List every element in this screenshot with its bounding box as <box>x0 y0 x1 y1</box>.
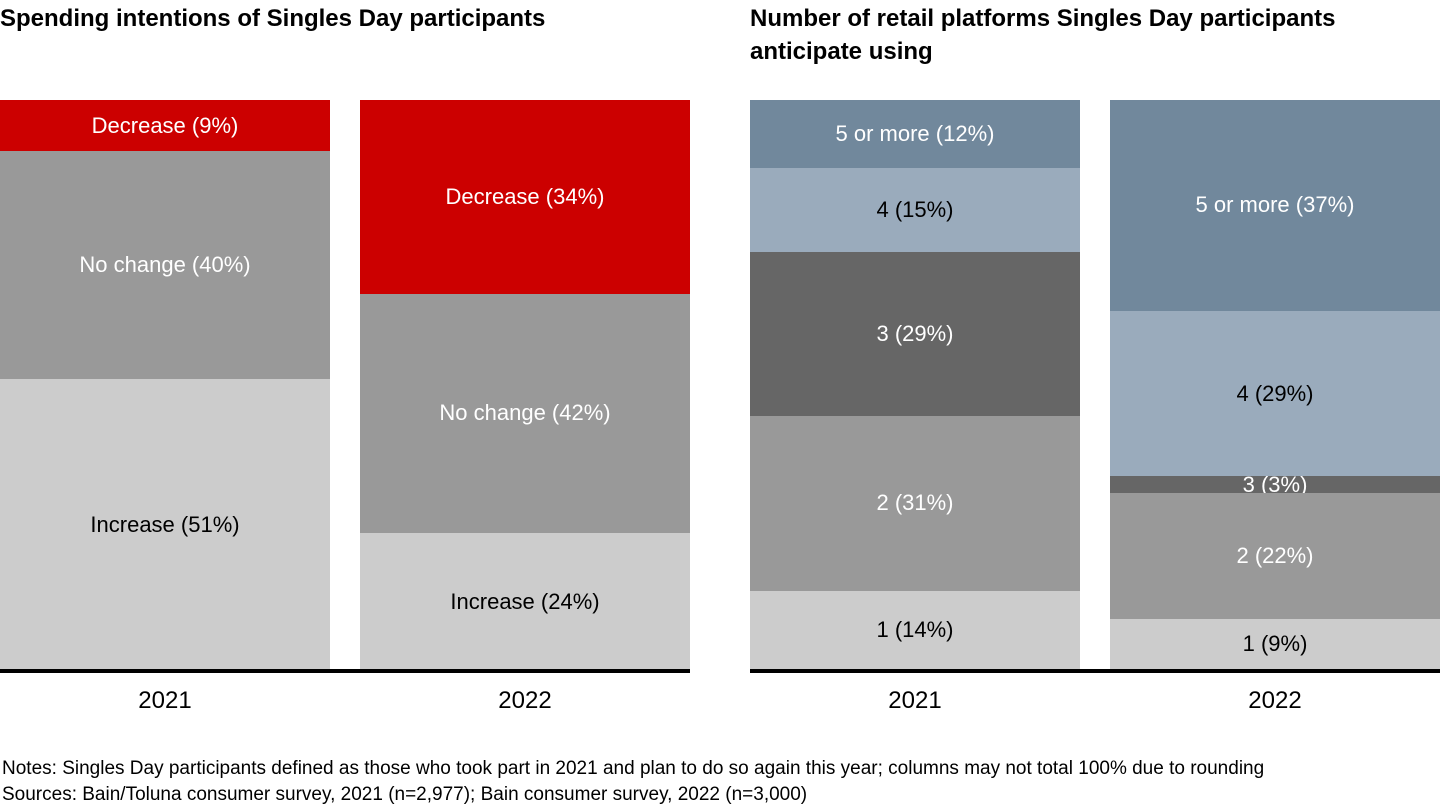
chart-spending-intentions: Spending intentions of Singles Day parti… <box>0 0 690 730</box>
segment-label: 5 or more (37%) <box>1195 192 1355 218</box>
bar-segment-2021-no-change: No change (40%) <box>0 151 330 380</box>
plot-area-spending: Decrease (9%) No change (40%) Increase (51… <box>0 100 690 670</box>
bar-segment-2022-increase: Increase (24%) <box>360 533 690 670</box>
segment-label: 3 (3%) <box>1242 471 1308 497</box>
segment-label: 2 (31%) <box>876 490 954 516</box>
x-axis-line <box>750 669 1440 673</box>
x-axis-line <box>0 669 690 673</box>
bar-segment-2022-2: 2 (22%) <box>1110 493 1440 619</box>
x-axis-label-2021: 2021 <box>888 687 942 714</box>
segment-label: 2 (22%) <box>1236 542 1314 568</box>
notes-text: Notes: Singles Day participants defined … <box>2 758 1265 779</box>
bar-segment-2021-decrease: Decrease (9%) <box>0 100 330 152</box>
chart-title-spending: Spending intentions of Singles Day parti… <box>0 5 546 32</box>
bar-segment-2022-4: 4 (29%) <box>1110 310 1440 477</box>
segment-label: 1 (14%) <box>876 617 954 643</box>
footer: Notes: Singles Day participants defined … <box>2 756 1432 808</box>
stacked-bar-2022: 5 or more (37%) 4 (29%) 3 (3%) 2 (22%) 1 (9%… <box>1110 100 1440 670</box>
x-axis-label-2021: 2021 <box>138 687 192 714</box>
bar-segment-2022-decrease: Decrease (34%) <box>360 100 690 294</box>
chart-title-platforms: Number of retail platforms Singles Day p… <box>750 5 1336 65</box>
bar-segment-2021-4: 4 (15%) <box>750 167 1080 253</box>
plot-area-platforms: 5 or more (12%) 4 (15%) 3 (29%) 2 (31%) 1 (1… <box>750 100 1440 670</box>
chart-retail-platforms: Number of retail platforms Singles Day p… <box>750 0 1440 730</box>
segment-label: Increase (24%) <box>450 588 600 614</box>
bar-segment-2021-5-or-more: 5 or more (12%) <box>750 100 1080 168</box>
stacked-bar-2021: 5 or more (12%) 4 (15%) 3 (29%) 2 (31%) 1 (1… <box>750 100 1080 670</box>
bar-segment-2021-3: 3 (29%) <box>750 252 1080 417</box>
bar-segment-2022-no-change: No change (42%) <box>360 293 690 534</box>
stacked-bar-2021: Decrease (9%) No change (40%) Increase (51… <box>0 100 330 670</box>
bar-segment-2021-1: 1 (14%) <box>750 590 1080 670</box>
segment-label: No change (40%) <box>79 252 251 278</box>
segment-label: 3 (29%) <box>876 321 954 347</box>
x-axis-label-2022: 2022 <box>498 687 552 714</box>
bar-segment-2022-5-or-more: 5 or more (37%) <box>1110 100 1440 311</box>
sources-text: Sources: Bain/Toluna consumer survey, 20… <box>2 784 808 805</box>
segment-label: 4 (15%) <box>876 197 954 223</box>
bar-segment-2021-2: 2 (31%) <box>750 416 1080 591</box>
segment-label: Decrease (34%) <box>445 183 605 209</box>
segment-label: 5 or more (12%) <box>835 120 995 146</box>
segment-label: 4 (29%) <box>1236 380 1314 406</box>
segment-label: Increase (51%) <box>90 511 240 537</box>
segment-label: No change (42%) <box>439 400 611 426</box>
bar-segment-2022-1: 1 (9%) <box>1110 618 1440 670</box>
stacked-bar-2022: Decrease (34%) No change (42%) Increase (2… <box>360 100 690 670</box>
segment-label: Decrease (9%) <box>91 112 239 138</box>
bar-segment-2021-increase: Increase (51%) <box>0 379 330 670</box>
segment-label: 1 (9%) <box>1242 631 1308 657</box>
x-axis-label-2022: 2022 <box>1248 687 1302 714</box>
bar-segment-2022-3: 3 (3%) <box>1110 471 1440 497</box>
